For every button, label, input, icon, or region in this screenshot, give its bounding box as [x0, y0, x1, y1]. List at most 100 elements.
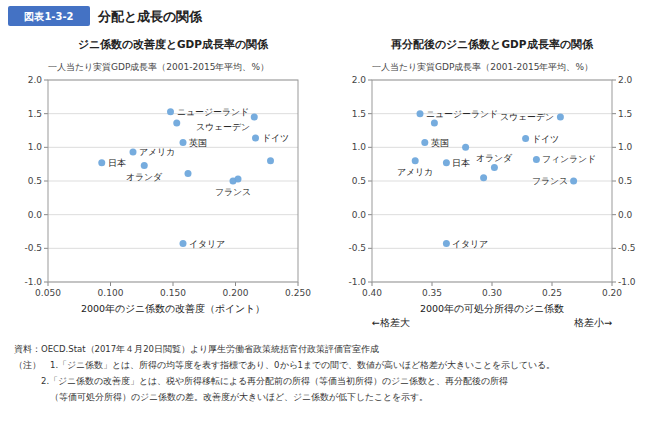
y-tick-label: -0.5 — [24, 243, 42, 253]
point-label: イタリア — [452, 239, 488, 249]
y2-tick-label: 2.0 — [618, 75, 633, 85]
point-label: 日本 — [108, 158, 126, 168]
y-tick-label: 1.5 — [28, 109, 42, 119]
point — [443, 159, 450, 166]
y-tick-label: 0.0 — [28, 210, 43, 220]
point — [251, 114, 258, 121]
point-label: アメリカ — [139, 147, 175, 157]
y2-tick — [612, 214, 616, 215]
y-tick — [368, 113, 372, 114]
y-tick — [368, 282, 372, 283]
point — [412, 157, 419, 164]
point — [167, 108, 174, 115]
point-label: 英国 — [431, 138, 449, 148]
y2-tick-label: 0.5 — [618, 176, 632, 186]
note: （注） 1.「ジニ係数」とは、所得の均等度を表す指標であり、0から1までの間で、… — [14, 360, 555, 370]
note: 2.「ジニ係数の改善度」とは、税や所得移転による再分配前の所得（等価当初所得）の… — [14, 376, 508, 386]
point-label: フランス — [532, 176, 568, 186]
y-tick-label: 1.5 — [352, 109, 366, 119]
x-tick — [48, 282, 49, 286]
point-label: スウェーデン — [500, 112, 554, 122]
points — [98, 108, 274, 247]
x-tick — [298, 282, 299, 286]
chart: 再分配後のジニ係数とGDP成長率の関係一人当たり実質GDP成長率（2001-20… — [348, 38, 635, 328]
point — [557, 114, 564, 121]
y2-tick — [612, 113, 616, 114]
figure: 図表1-3-2 分配と成長の関係ジニ係数の改善度とGDP成長率の関係一人当たり実質… — [0, 0, 663, 430]
y2-tick — [612, 282, 616, 283]
point — [235, 175, 242, 182]
plot-frame — [48, 80, 298, 282]
point-label: フランス — [215, 187, 251, 197]
x-tick — [235, 282, 236, 286]
y-axis-label: 一人当たり実質GDP成長率（2001-2015年平均、%） — [48, 62, 269, 72]
plot-frame — [372, 80, 612, 282]
plot-area — [48, 80, 298, 282]
y-tick-label: 0.5 — [28, 176, 42, 186]
grid-line — [372, 248, 612, 249]
x-tick — [372, 282, 373, 286]
x-tick-label: 0.100 — [98, 288, 124, 298]
note: （等価可処分所得）のジニ係数の差。改善度が大きいほど、ジニ係数が低下したことを示… — [14, 392, 428, 402]
grid-line — [372, 147, 612, 148]
figure-label: 図表1-3-2 — [24, 11, 73, 22]
y-tick — [368, 214, 372, 215]
grid-line — [372, 214, 612, 215]
y-tick — [44, 80, 48, 81]
point — [431, 120, 438, 127]
y-tick — [44, 113, 48, 114]
x-tick-label: 0.25 — [542, 288, 562, 298]
y2-tick-label: 1.5 — [618, 109, 632, 119]
point — [252, 134, 259, 141]
annotation: ←格差大 — [372, 317, 410, 328]
x-tick — [552, 282, 553, 286]
x-tick-label: 0.20 — [602, 288, 622, 298]
title: 分配と成長の関係 — [97, 9, 203, 24]
y2-tick-label: 0.0 — [618, 210, 633, 220]
point — [130, 149, 137, 156]
x-tick-label: 0.050 — [35, 288, 61, 298]
point — [267, 157, 274, 164]
y-tick — [368, 80, 372, 81]
x-tick — [173, 282, 174, 286]
point-label: スウェーデン — [196, 122, 250, 132]
title-box — [8, 6, 90, 26]
y-tick-label: -1.0 — [348, 277, 366, 287]
point-label: 日本 — [452, 158, 470, 168]
y2-tick-label: 1.0 — [618, 142, 633, 152]
y-tick — [44, 282, 48, 283]
y-tick-label: 2.0 — [352, 75, 367, 85]
y-tick — [368, 147, 372, 148]
point-label: オランダ — [476, 153, 513, 163]
x-axis-label: 2000年のジニ係数の改善度（ポイント） — [81, 303, 265, 314]
point-label: 英国 — [189, 138, 207, 148]
points — [412, 110, 577, 247]
x-axis-label: 2000年の可処分所得のジニ係数 — [420, 303, 564, 314]
point — [443, 240, 450, 247]
x-tick — [432, 282, 433, 286]
grid-line — [48, 248, 298, 249]
y-tick — [44, 214, 48, 215]
chart-title: ジニ係数の改善度とGDP成長率の関係 — [78, 38, 269, 50]
point-label: ニュージーランド — [426, 109, 498, 119]
y-axis-label: 一人当たり実質GDP成長率（2001-2015年平均、%） — [372, 62, 593, 72]
point — [491, 164, 498, 171]
x-tick-label: 0.30 — [482, 288, 502, 298]
x-tick-label: 0.35 — [422, 288, 442, 298]
point-label: オランダ — [126, 172, 163, 182]
point — [462, 144, 469, 151]
point-label: フィンランド — [542, 154, 596, 164]
y-tick — [44, 181, 48, 182]
y2-tick — [612, 80, 616, 81]
y-tick — [368, 181, 372, 182]
x-tick-label: 0.150 — [160, 288, 186, 298]
point — [185, 170, 192, 177]
point-label: イタリア — [189, 239, 225, 249]
x-tick-label: 0.40 — [362, 288, 382, 298]
point — [141, 162, 148, 169]
x-tick — [110, 282, 111, 286]
point — [522, 135, 529, 142]
point — [180, 139, 187, 146]
note: 資料：OECD.Stat（2017年４月20日閲覧）より厚生労働省政策統括官付政… — [14, 344, 379, 354]
point-label: ドイツ — [262, 133, 289, 143]
